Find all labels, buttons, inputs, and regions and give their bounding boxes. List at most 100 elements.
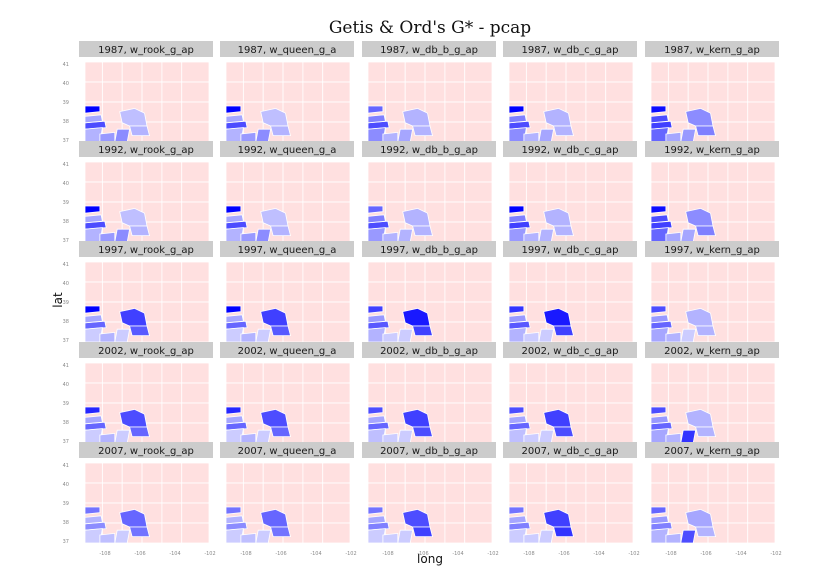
county-polygon: [242, 462, 264, 484]
county-polygon: [322, 362, 351, 384]
cold-spot-county: [255, 228, 272, 243]
facet-strip-label: 2002, w_kern_g_ap: [664, 346, 760, 357]
county-polygon: [302, 161, 324, 183]
county-polygon: [225, 362, 244, 384]
county-polygon: [464, 161, 493, 183]
x-tick-label: -106: [417, 551, 428, 557]
county-polygon: [525, 402, 547, 424]
cold-spot-county: [650, 506, 667, 515]
county-polygon: [424, 81, 446, 103]
county-polygon: [225, 462, 244, 484]
x-tick-label: -108: [99, 551, 110, 557]
facet-panel: 2007, w_queen_g_a -108 -106 -104 -102: [220, 442, 357, 557]
cold-spot-county: [538, 529, 555, 544]
county-polygon: [225, 382, 244, 404]
cold-spot-county: [412, 125, 434, 137]
cold-spot-county: [114, 128, 131, 143]
y-tick-label: 37: [63, 439, 69, 445]
county-polygon: [404, 382, 426, 404]
cold-spot-county: [240, 231, 257, 243]
county-polygon: [585, 321, 607, 343]
cold-spot-county: [270, 526, 292, 537]
county-polygon: [302, 422, 324, 444]
facet-panel: 2002, w_queen_g_a: [220, 342, 354, 444]
county-polygon: [262, 482, 284, 504]
county-polygon: [687, 462, 709, 484]
cold-spot-county: [508, 114, 527, 124]
y-tick-label: 37: [63, 539, 69, 545]
county-polygon: [444, 181, 466, 203]
county-polygon: [181, 502, 210, 524]
facet-strip: [362, 342, 496, 358]
cold-spot-county: [695, 125, 717, 137]
county-polygon: [707, 482, 729, 504]
county-polygon: [585, 301, 607, 323]
county-polygon: [667, 161, 689, 183]
facet-strip: [645, 41, 779, 57]
cold-spot-county: [367, 114, 386, 124]
county-polygon: [242, 201, 264, 223]
county-polygon: [161, 101, 183, 123]
facet-strip-label: 1987, w_queen_g_a: [238, 45, 337, 56]
county-polygon: [424, 462, 446, 484]
county-polygon: [464, 502, 493, 524]
county-polygon: [161, 81, 183, 103]
facet-strip: [362, 442, 496, 458]
county-polygon: [747, 522, 776, 544]
cold-spot-county: [270, 325, 292, 337]
cold-spot-county: [114, 328, 131, 343]
county-polygon: [727, 402, 749, 424]
cold-spot-county: [695, 225, 717, 237]
county-polygon: [84, 382, 103, 404]
county-polygon: [444, 301, 466, 323]
cold-spot-county: [397, 529, 414, 544]
facet-strip: [503, 241, 637, 257]
county-polygon: [161, 362, 183, 384]
y-tick-label: 38: [63, 119, 69, 125]
facet-strip: [79, 41, 213, 57]
county-polygon: [84, 161, 103, 183]
county-polygon: [225, 181, 244, 203]
cold-spot-county: [680, 529, 697, 544]
cold-spot-county: [523, 131, 540, 143]
county-polygon: [667, 181, 689, 203]
facet-strip: [220, 442, 354, 458]
county-polygon: [464, 101, 493, 123]
county-polygon: [727, 201, 749, 223]
county-polygon: [384, 462, 406, 484]
county-polygon: [667, 281, 689, 303]
county-polygon: [585, 81, 607, 103]
cold-spot-county: [367, 105, 384, 114]
county-polygon: [302, 121, 324, 143]
county-polygon: [367, 61, 386, 83]
county-polygon: [181, 281, 210, 303]
x-tick-label: -106: [558, 551, 569, 557]
cold-spot-county: [508, 515, 527, 525]
county-polygon: [242, 181, 264, 203]
county-polygon: [687, 181, 709, 203]
facet-panel: 1997, w_kern_g_ap: [645, 241, 779, 343]
cold-spot-county: [255, 529, 272, 544]
county-polygon: [367, 261, 386, 283]
y-tick-label: 41: [63, 463, 69, 469]
county-polygon: [404, 362, 426, 384]
county-polygon: [545, 181, 567, 203]
cold-spot-county: [695, 426, 717, 438]
county-polygon: [367, 281, 386, 303]
facet-panel: 2002, w_kern_g_ap: [645, 342, 779, 444]
cold-spot-county: [270, 426, 292, 438]
county-polygon: [322, 382, 351, 404]
county-polygon: [322, 221, 351, 243]
county-polygon: [525, 181, 547, 203]
county-polygon: [424, 362, 446, 384]
county-polygon: [161, 221, 183, 243]
county-polygon: [367, 181, 386, 203]
county-polygon: [384, 362, 406, 384]
county-polygon: [384, 281, 406, 303]
county-polygon: [242, 502, 264, 524]
county-polygon: [605, 101, 634, 123]
cold-spot-county: [99, 432, 116, 444]
county-polygon: [727, 362, 749, 384]
county-polygon: [464, 61, 493, 83]
facet-panel: 2007, w_db_b_g_ap -108 -106 -104 -102: [362, 442, 499, 557]
